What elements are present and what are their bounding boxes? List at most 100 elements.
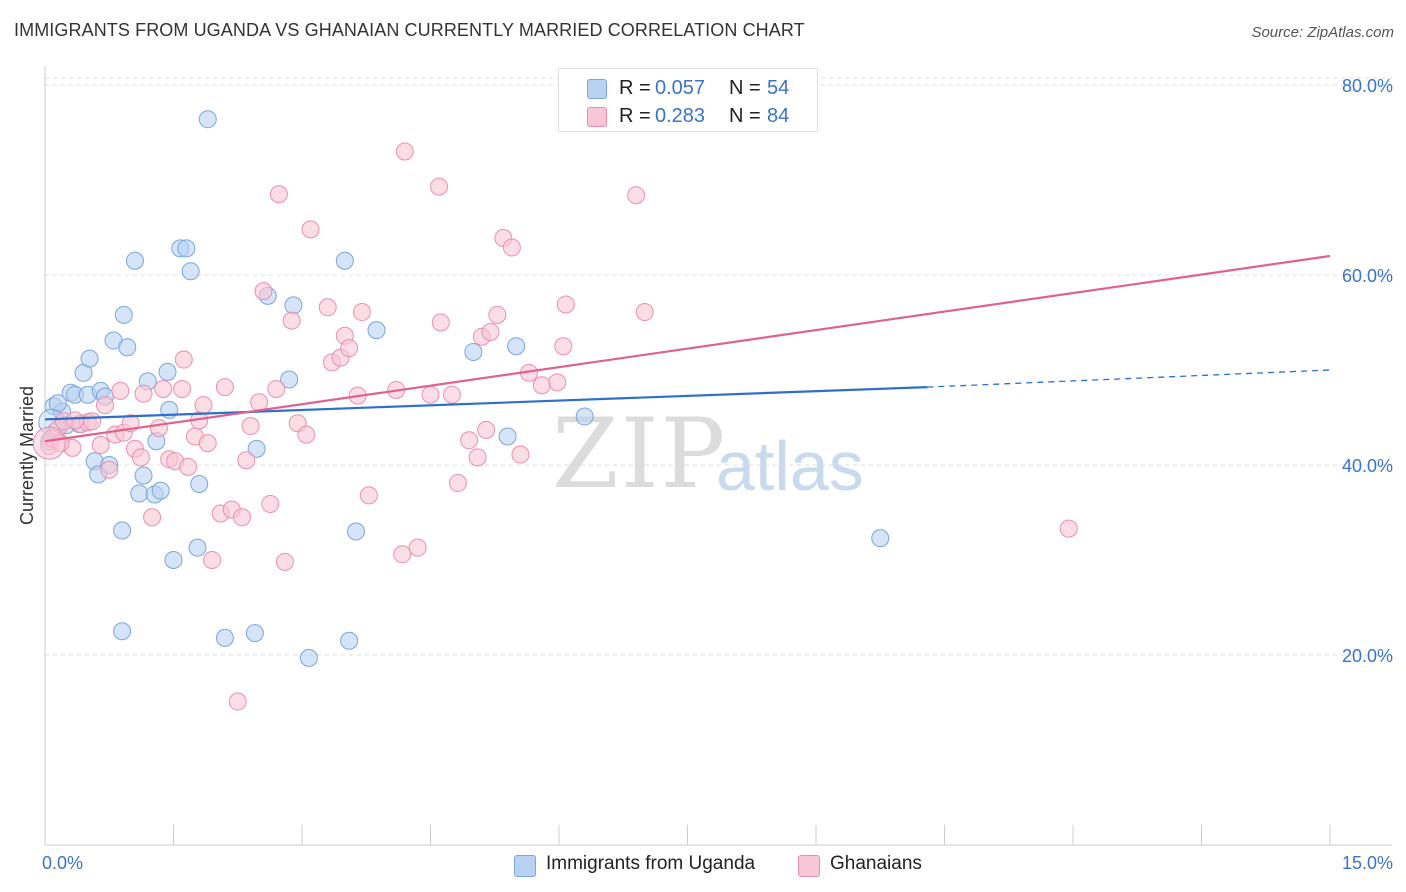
r-label: R = (619, 77, 651, 99)
uganda-point (284, 296, 303, 315)
ghana-point (511, 445, 530, 464)
uganda-point (118, 338, 137, 357)
uganda-point (188, 538, 207, 557)
ghana-point (237, 451, 256, 470)
ghana-point (421, 385, 440, 404)
ghana-point (65, 411, 84, 430)
uganda-swatch (587, 79, 607, 99)
ghana-point (340, 339, 359, 358)
n-label: N = (729, 105, 761, 127)
trend-lines (44, 254, 1331, 443)
series-ghana-points (32, 142, 1078, 711)
uganda-point (215, 628, 234, 647)
x-tick-label: 0.0% (42, 853, 83, 873)
n-label: N = (729, 77, 761, 99)
stats-legend: R = 0.057 N = 54 R = 0.283 N = 84 (558, 68, 818, 132)
ghana-point (301, 220, 320, 239)
ghana-point (393, 545, 412, 564)
uganda-point (346, 522, 365, 541)
ghana-point (95, 396, 114, 415)
uganda-point (151, 481, 170, 500)
ghana-point (554, 337, 573, 356)
ghana-point (194, 396, 213, 415)
ghana-point (267, 380, 286, 398)
ghana-point (359, 486, 378, 505)
ghana-point (297, 425, 316, 444)
ghana-point (254, 282, 273, 301)
uganda-point (113, 622, 132, 641)
ghana-point (91, 436, 110, 455)
y-tick-label: 60.0% (1342, 266, 1393, 286)
ghana-legend-swatch (798, 855, 820, 877)
y-tick-label: 40.0% (1342, 456, 1393, 476)
ghana-point (468, 448, 487, 467)
uganda-point (575, 407, 594, 426)
uganda-point (177, 239, 196, 258)
uganda-point (125, 251, 144, 270)
ghana-point (502, 238, 521, 257)
gridlines (45, 77, 1392, 656)
legend-label-ghana: Ghanaians (830, 853, 922, 874)
ghana-point (111, 381, 130, 400)
uganda-point (48, 394, 67, 413)
uganda-point (114, 305, 133, 324)
ghana-point (442, 385, 461, 404)
ghana-point (143, 508, 162, 527)
ghana-point (481, 323, 500, 341)
uganda-point (335, 251, 354, 270)
ghana-point (408, 538, 427, 557)
ghana-point-cluster (32, 426, 66, 460)
uganda-point (871, 529, 890, 548)
y-tick-label: 20.0% (1342, 646, 1393, 666)
ghana-point (532, 376, 551, 395)
ghana-point (448, 474, 467, 493)
uganda-point (507, 337, 526, 356)
ghana-point (250, 393, 269, 412)
uganda-trend-line (44, 386, 928, 421)
ghana-point (241, 417, 260, 436)
ghana-point (627, 186, 646, 205)
ghana-point (269, 185, 288, 204)
ghana-trend-line (44, 254, 1331, 443)
uganda-point (280, 370, 299, 389)
ghana-point (198, 434, 217, 453)
uganda-point (80, 349, 99, 368)
ghana-point (215, 378, 234, 397)
ghana-point (131, 448, 150, 467)
ghana-point (173, 380, 192, 398)
x-tick-label: 15.0% (1342, 853, 1393, 873)
stats-row-ghana: R = 0.283 N = 84 (559, 101, 817, 129)
watermark-atlas: atlas (716, 427, 864, 505)
ghana-point (149, 418, 168, 437)
ghana-point (488, 305, 507, 324)
uganda-point (130, 484, 149, 503)
ghana-point (179, 457, 198, 476)
tick-labels: 20.0% 40.0% 60.0% 80.0% 0.0% 15.0% Currently M… (17, 76, 1393, 873)
uganda-point (113, 521, 132, 540)
uganda-point (158, 362, 177, 381)
uganda-trend-extension (927, 369, 1331, 388)
ghana-point (282, 311, 301, 330)
ghana-point (318, 298, 337, 317)
ghana-point (203, 551, 222, 569)
uganda-point (190, 475, 209, 493)
uganda-point (134, 466, 153, 485)
uganda-point (164, 551, 183, 569)
uganda-point (464, 342, 483, 361)
y-tick-label: 80.0% (1342, 76, 1393, 96)
r-label: R = (619, 105, 651, 127)
stats-row-uganda: R = 0.057 N = 54 (559, 73, 817, 101)
uganda-point (245, 624, 264, 643)
uganda-point (299, 648, 318, 667)
y-axis-label: Currently Married (17, 386, 37, 525)
ghana-point (154, 380, 173, 398)
n-value: 54 (767, 77, 790, 99)
chart-title: IMMIGRANTS FROM UGANDA VS GHANAIAN CURRE… (14, 20, 805, 40)
ghana-point (477, 420, 496, 439)
ghana-point (352, 303, 371, 322)
uganda-point (198, 110, 217, 129)
uganda-legend-swatch (514, 855, 536, 877)
ghana-point (635, 303, 654, 322)
uganda-point (181, 262, 200, 281)
